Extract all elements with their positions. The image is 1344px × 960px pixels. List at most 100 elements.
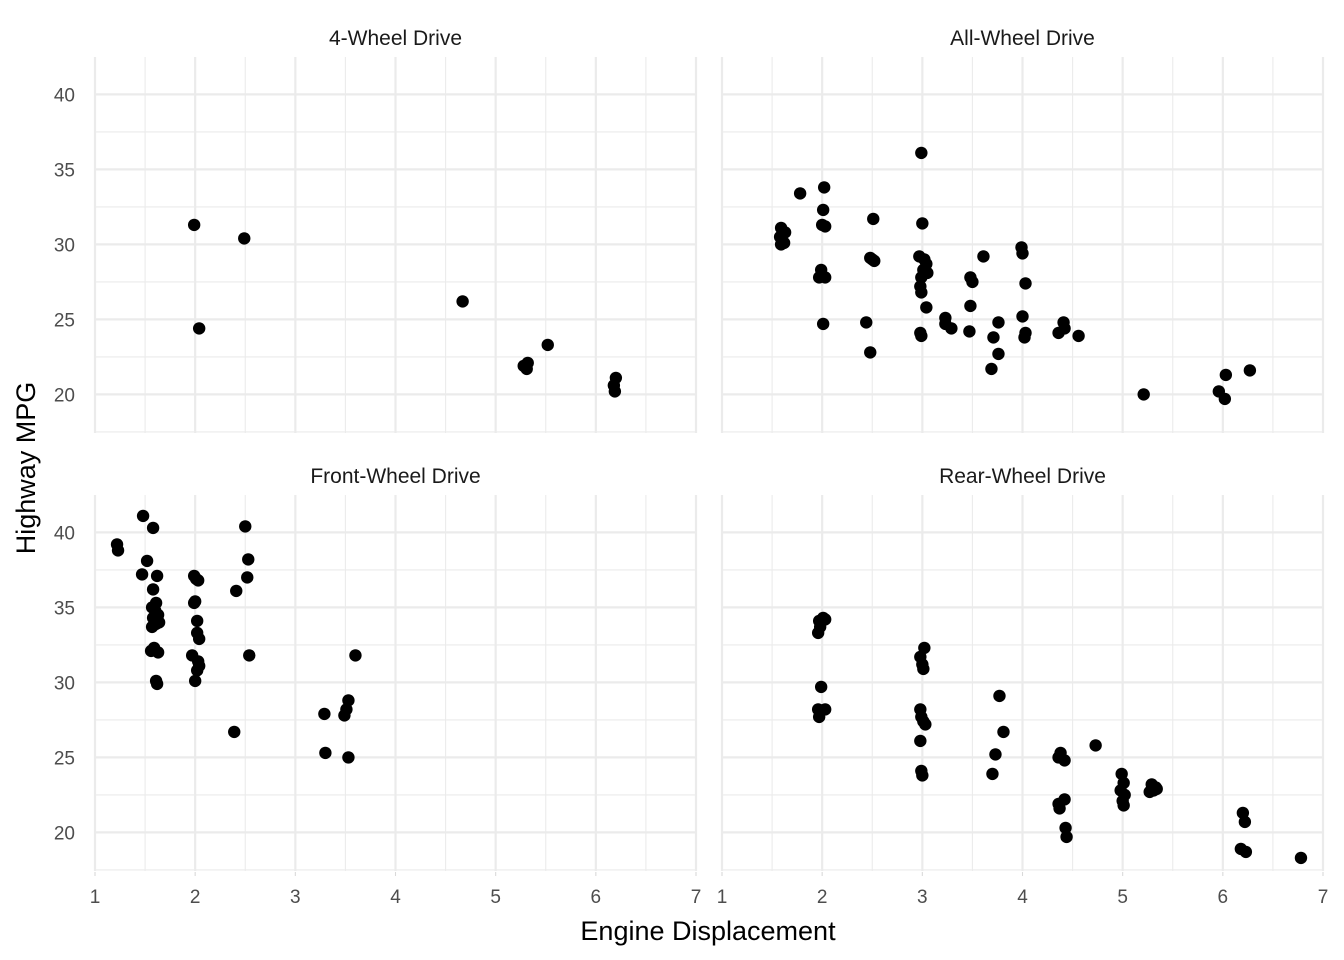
data-point	[992, 316, 1005, 329]
data-point	[917, 662, 930, 676]
data-point	[816, 317, 830, 331]
data-point	[1016, 247, 1029, 260]
data-point	[349, 649, 362, 662]
data-point	[992, 347, 1005, 361]
x-tick-label: 1	[90, 887, 101, 908]
data-point	[915, 146, 928, 160]
data-point	[816, 203, 830, 217]
data-point	[1058, 754, 1071, 767]
data-point	[989, 748, 1002, 761]
y-axis-title: Highway MPG	[11, 382, 41, 555]
facet-title: Front-Wheel Drive	[310, 465, 480, 488]
facet-title: Rear-Wheel Drive	[939, 465, 1106, 488]
data-point	[192, 632, 206, 646]
data-point	[997, 725, 1010, 739]
data-point	[812, 710, 826, 724]
data-point	[864, 346, 877, 359]
data-point	[187, 218, 201, 232]
data-point	[230, 584, 243, 598]
data-point	[966, 275, 979, 289]
x-tick-label: 7	[691, 887, 702, 908]
data-point	[243, 649, 256, 662]
x-tick-label: 6	[1218, 887, 1229, 908]
data-point	[456, 295, 469, 308]
data-point	[817, 181, 831, 194]
x-tick-label: 4	[390, 887, 401, 908]
data-point	[1219, 368, 1233, 382]
data-point	[818, 271, 832, 284]
data-point	[189, 572, 203, 586]
data-point	[188, 595, 202, 608]
data-point	[111, 544, 125, 557]
data-point	[919, 718, 932, 731]
data-point	[818, 220, 832, 233]
data-point	[1016, 310, 1029, 323]
data-point	[150, 677, 164, 691]
data-point	[945, 322, 958, 335]
data-point	[151, 646, 165, 659]
x-tick-label: 2	[190, 887, 201, 908]
x-tick-label: 4	[1017, 887, 1028, 908]
x-tick-label: 1	[717, 887, 728, 908]
data-point	[239, 520, 252, 533]
data-point	[866, 253, 879, 266]
y-tick-label: 30	[54, 673, 75, 694]
data-point	[977, 250, 990, 263]
data-point	[238, 232, 251, 245]
data-point	[1053, 802, 1066, 815]
data-point	[1052, 326, 1065, 340]
data-point	[1059, 821, 1072, 835]
data-point	[242, 553, 255, 566]
data-point	[914, 734, 927, 748]
data-point	[140, 554, 154, 568]
data-point	[985, 362, 998, 376]
data-point	[146, 521, 160, 535]
data-point	[1137, 388, 1150, 401]
facet-title: 4-Wheel Drive	[329, 27, 462, 50]
data-point	[1218, 392, 1232, 406]
data-point	[318, 707, 331, 721]
x-tick-label: 6	[591, 887, 602, 908]
x-axis-title: Engine Displacement	[580, 916, 836, 946]
data-point	[1243, 364, 1257, 377]
x-tick-label: 3	[917, 887, 928, 908]
data-point	[1294, 851, 1308, 865]
data-point	[190, 664, 204, 677]
data-point	[916, 217, 929, 230]
data-point	[319, 746, 332, 760]
data-point	[916, 769, 929, 782]
data-point	[1238, 815, 1252, 829]
data-point	[1060, 830, 1073, 844]
data-point	[188, 674, 202, 688]
y-tick-label: 40	[54, 523, 75, 544]
data-point	[964, 299, 977, 313]
data-point	[811, 626, 825, 640]
y-tick-label: 25	[54, 310, 75, 331]
y-tick-label: 20	[54, 823, 75, 844]
data-point	[192, 322, 206, 335]
data-point	[241, 571, 254, 584]
data-point	[774, 238, 788, 251]
data-point	[228, 725, 241, 739]
y-tick-label: 25	[54, 748, 75, 769]
data-point	[1089, 739, 1102, 752]
data-point	[1018, 331, 1031, 344]
y-tick-label: 35	[54, 160, 75, 181]
data-point	[920, 301, 933, 314]
facet-panel: Front-Wheel Drive 20 25 30 35 40 1 2 3 4 5 6 7	[54, 465, 701, 908]
data-point	[963, 325, 976, 338]
data-point	[1072, 329, 1085, 343]
data-point	[915, 271, 928, 284]
data-point	[993, 689, 1006, 703]
data-point	[986, 767, 999, 781]
data-point	[915, 286, 928, 299]
data-point	[342, 751, 355, 764]
facet-panel: All-Wheel Drive	[720, 27, 1325, 433]
data-point	[867, 212, 880, 226]
data-point	[1150, 782, 1163, 796]
facet-panel: Rear-Wheel Drive 1 2 3 4 5 6 7	[717, 465, 1329, 908]
data-point	[1117, 799, 1130, 812]
x-tick-label: 5	[490, 887, 501, 908]
